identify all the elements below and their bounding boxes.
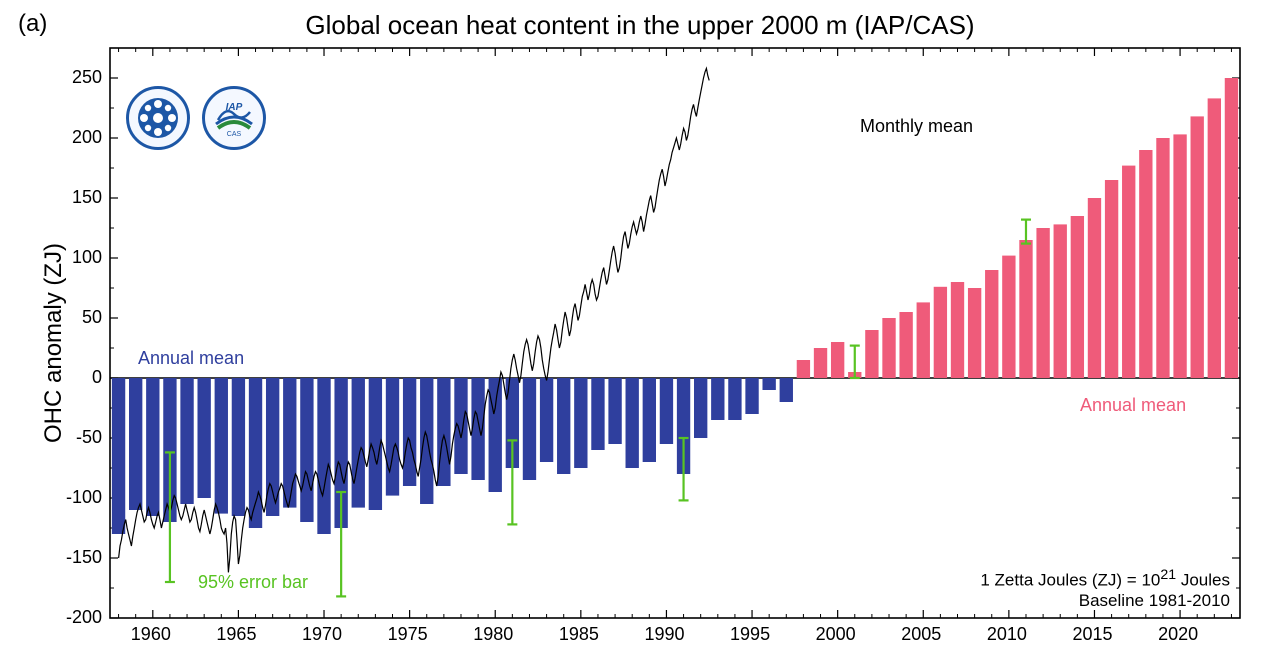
y-tick: 250 xyxy=(72,67,102,88)
x-tick: 1965 xyxy=(216,624,256,645)
y-tick: 50 xyxy=(82,307,102,328)
error-bar-label: 95% error bar xyxy=(198,572,308,593)
x-tick: 1970 xyxy=(302,624,342,645)
svg-text:CAS: CAS xyxy=(227,131,242,138)
plot-area xyxy=(0,0,1280,661)
zj-definition: 1 Zetta Joules (ZJ) = 1021 Joules xyxy=(980,567,1230,591)
x-tick: 1960 xyxy=(131,624,171,645)
x-tick: 1985 xyxy=(559,624,599,645)
x-tick: 1995 xyxy=(730,624,770,645)
monthly-mean-label: Monthly mean xyxy=(860,116,973,137)
x-tick: 2010 xyxy=(987,624,1027,645)
iap-logo: IAP CAS xyxy=(202,86,266,150)
y-tick: 150 xyxy=(72,187,102,208)
x-tick: 2000 xyxy=(816,624,856,645)
y-tick: -200 xyxy=(66,607,102,628)
y-tick: -100 xyxy=(66,487,102,508)
x-tick: 2015 xyxy=(1072,624,1112,645)
x-tick: 1990 xyxy=(644,624,684,645)
x-tick: 2020 xyxy=(1158,624,1198,645)
baseline-note: Baseline 1981-2010 xyxy=(1079,591,1230,611)
chart-frame: (a) Global ocean heat content in the upp… xyxy=(0,0,1280,661)
x-tick: 1980 xyxy=(473,624,513,645)
x-tick: 1975 xyxy=(388,624,428,645)
annual-mean-neg-label: Annual mean xyxy=(138,348,244,369)
svg-text:IAP: IAP xyxy=(226,102,243,113)
y-tick: -150 xyxy=(66,547,102,568)
cas-logo xyxy=(126,86,190,150)
annual-mean-pos-label: Annual mean xyxy=(1080,395,1186,416)
y-tick: -50 xyxy=(76,427,102,448)
x-tick: 2005 xyxy=(901,624,941,645)
y-tick: 100 xyxy=(72,247,102,268)
y-tick: 200 xyxy=(72,127,102,148)
y-tick: 0 xyxy=(92,367,102,388)
